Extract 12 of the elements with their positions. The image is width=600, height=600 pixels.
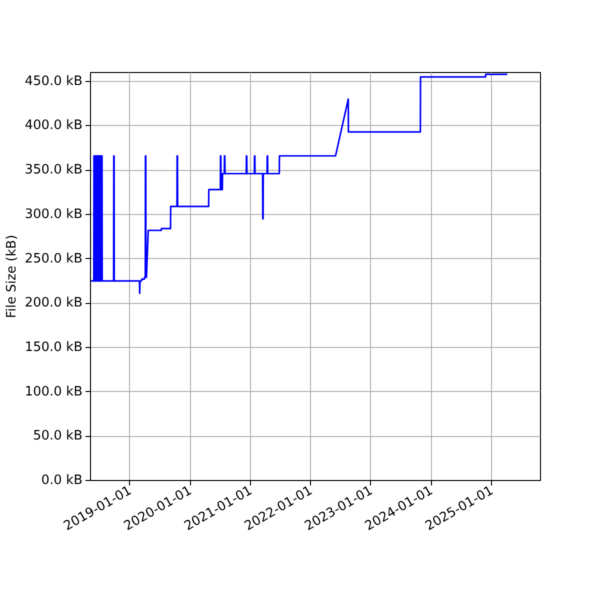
- y-tick-label: 300.0 kB: [24, 206, 82, 222]
- y-tick-label: 150.0 kB: [24, 340, 82, 355]
- y-tick-label: 350.0 kB: [24, 162, 82, 178]
- y-tick-label: 0.0 kB: [41, 473, 83, 488]
- y-tick-label: 50.0 kB: [32, 428, 83, 444]
- y-tick-label: 100.0 kB: [24, 384, 82, 400]
- y-tick-label: 400.0 kB: [24, 118, 82, 134]
- y-tick-label: 250.0 kB: [24, 251, 82, 266]
- y-axis-title: File Size (kB): [4, 234, 20, 318]
- line-series: [90, 73, 508, 294]
- y-tick-label: 200.0 kB: [24, 296, 82, 311]
- y-tick-label: 450.0 kB: [24, 74, 82, 89]
